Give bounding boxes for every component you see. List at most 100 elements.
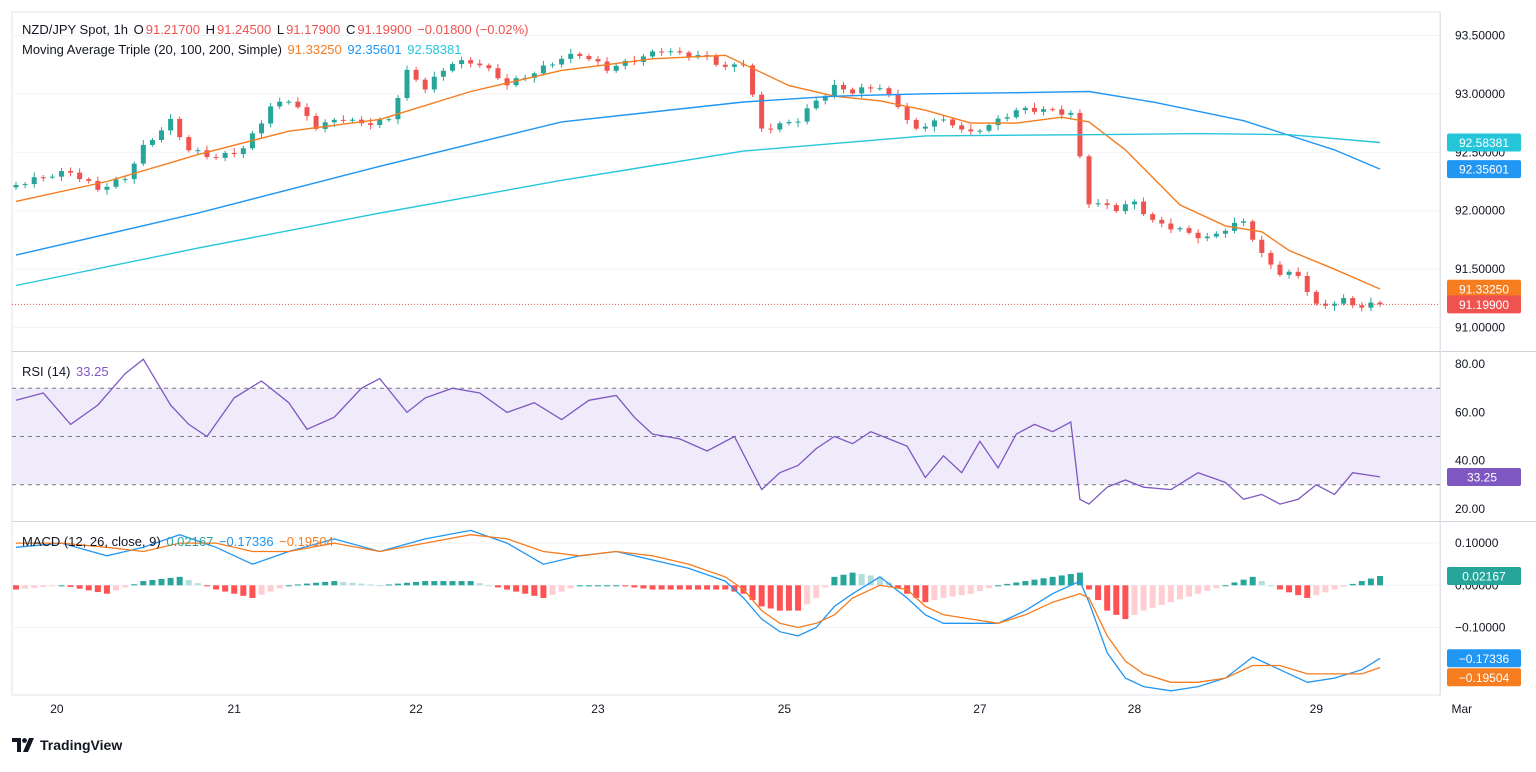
candle-down: [1304, 275, 1310, 292]
high-value: 91.24500: [216, 22, 272, 37]
macd-histogram-bar: [949, 585, 956, 597]
candle-up: [731, 64, 737, 67]
ma-legend: Moving Average Triple (20, 100, 200, Sim…: [22, 42, 463, 57]
macd-histogram-bar: [976, 585, 983, 591]
macd-histogram-bar: [1313, 585, 1320, 596]
macd-histogram-bar: [858, 574, 865, 586]
macd-histogram-bar: [185, 580, 192, 586]
candle-up: [349, 119, 355, 121]
macd-histogram-bar: [1249, 576, 1256, 586]
symbol-label: NZD/JPY Spot, 1h: [22, 22, 128, 37]
price-tick-label: 91.00000: [1455, 321, 1505, 335]
macd-histogram-bar: [231, 585, 238, 594]
candle-down: [340, 119, 346, 121]
macd-histogram-bar: [531, 585, 538, 596]
candle-down: [577, 53, 583, 57]
candle-down: [1359, 305, 1365, 308]
candle-down: [959, 125, 965, 130]
low-value: 91.17900: [286, 22, 341, 37]
macd-histogram-bar: [594, 585, 601, 587]
macd-histogram-bar: [440, 581, 447, 586]
candle-down: [750, 65, 756, 95]
tradingview-footer[interactable]: TradingView: [12, 737, 122, 753]
macd-histogram-bar: [394, 583, 401, 586]
macd-histogram-bar: [1304, 585, 1311, 598]
close-value: 91.19900: [357, 22, 412, 37]
candle-up: [459, 60, 465, 65]
macd-histogram-bar: [367, 584, 374, 586]
ma20-value: 91.33250: [287, 42, 342, 57]
ma200-line: [15, 132, 1381, 287]
macd-histogram-bar: [1349, 583, 1356, 586]
candle-down: [95, 180, 101, 190]
macd-histogram-bar: [122, 585, 129, 588]
macd-histogram-bar: [676, 585, 683, 590]
candle-up: [1095, 203, 1101, 205]
candle-down: [1313, 291, 1319, 304]
macd-histogram-bar: [713, 585, 720, 590]
candle-up: [1013, 110, 1019, 118]
x-tick-label: 21: [228, 702, 242, 716]
macd-histogram-bar: [767, 585, 774, 609]
candle-down: [213, 156, 219, 158]
macd-histogram-bar: [513, 585, 520, 592]
macd-histogram-bar: [1231, 582, 1238, 586]
candle-up: [877, 88, 883, 90]
change-value: −0.01800 (−0.02%): [417, 22, 529, 37]
open-label: O: [133, 22, 144, 37]
macd-histogram-bar: [622, 585, 629, 587]
candle-up: [941, 119, 947, 121]
candle-up: [286, 101, 292, 103]
macd-histogram-bar: [240, 585, 247, 596]
candle-down: [1322, 303, 1328, 306]
macd-histogram-bar: [640, 585, 647, 589]
axis-layer: 20 21 22 23 25 27 28 29 Mar93.5000093.0000092.50…: [50, 28, 1521, 716]
macd-histogram-bar: [176, 576, 183, 586]
macd-histogram-bar: [376, 585, 383, 587]
candle-up: [1041, 109, 1047, 112]
candle-down: [1268, 252, 1274, 265]
rsi-line: [15, 358, 1381, 505]
x-tick-label: 22: [409, 702, 423, 716]
macd-histogram-bar: [158, 578, 165, 586]
price-tick-label: 93.50000: [1455, 28, 1505, 42]
rsi-tick-label: 40.00: [1455, 454, 1485, 468]
macd-histogram-bar: [303, 583, 310, 586]
candle-up: [449, 64, 455, 71]
price-badge: [1447, 279, 1521, 298]
candle-down: [677, 51, 683, 53]
macd-histogram-bar: [704, 585, 711, 590]
macd-histogram-bar: [13, 585, 19, 590]
macd-histogram-bar: [913, 585, 920, 598]
candle-up: [1068, 112, 1074, 115]
candle-down: [840, 84, 846, 90]
macd-histogram-bar: [1004, 583, 1011, 586]
macd-hist-badge-label: 0.02167: [1462, 570, 1506, 584]
macd-histogram-bar: [1158, 585, 1165, 605]
macd-signal-value: −0.19504: [279, 534, 334, 549]
macd-histogram-bar: [722, 585, 729, 590]
candle-up: [158, 130, 164, 141]
candle-down: [850, 89, 856, 94]
price-badge-label: 92.58381: [1459, 136, 1509, 150]
candle-down: [1113, 205, 1119, 212]
macd-histogram-bar: [1331, 585, 1338, 590]
ma100-value: 92.35601: [347, 42, 402, 57]
candle-up: [1286, 271, 1292, 275]
macd-histogram-bar: [985, 585, 992, 589]
candle-up: [813, 100, 819, 109]
candle-down: [1150, 214, 1156, 220]
candle-down: [895, 93, 901, 107]
macd-histogram-bar: [1049, 576, 1056, 586]
x-tick-label: 29: [1310, 702, 1324, 716]
macd-histogram-bar: [267, 585, 274, 592]
macd-histogram-bar: [222, 585, 229, 592]
macd-histogram-bar: [167, 577, 174, 586]
macd-histogram-bar: [76, 585, 83, 589]
price-badge-label: 92.35601: [1459, 163, 1509, 177]
candle-up: [195, 150, 201, 152]
macd-histogram-bar: [585, 585, 592, 587]
macd-histogram-bar: [695, 585, 701, 590]
price-legend: NZD/JPY Spot, 1h O 91.21700 H 91.24500 L 91…: [22, 22, 531, 37]
